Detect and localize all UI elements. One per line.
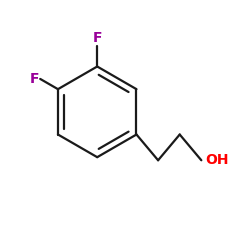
Text: F: F bbox=[29, 72, 39, 86]
Text: OH: OH bbox=[205, 153, 228, 167]
Text: F: F bbox=[92, 30, 102, 44]
